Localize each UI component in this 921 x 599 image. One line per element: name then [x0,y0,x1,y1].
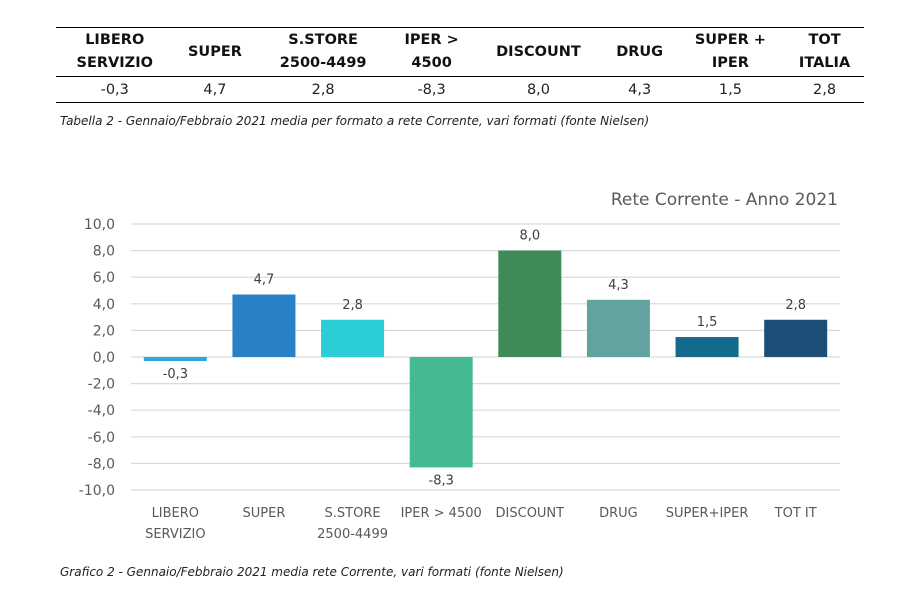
y-tick-label: 4,0 [93,297,115,313]
x-tick-label: LIBERO [152,506,199,521]
x-axis: LIBERO SERVIZIO SUPER S.STORE 2500-4499 IPER … [145,506,817,542]
table-cell: 4,3 [603,76,676,103]
format-table: LIBERO SERVIZIO SUPER S.STORE 2500-4499 IPER … [56,27,864,103]
chart-caption: Grafico 2 - Gennaio/Febbraio 2021 media … [60,565,564,579]
y-tick-label: -10,0 [79,483,115,499]
table-header-line: TOT [808,32,841,48]
table-row: -0,3 4,7 2,8 -8,3 8,0 4,3 1,5 2,8 [56,76,864,103]
data-label: 2,8 [785,298,806,313]
table-cell: 8,0 [473,76,604,103]
table-header-cell: IPER > 4500 [389,27,474,77]
chart-title: Rete Corrente - Anno 2021 [611,190,838,210]
data-label: 2,8 [342,298,363,313]
bar [675,337,739,357]
table-header-cell: SUPER + IPER [675,27,786,77]
table-header-line: DRUG [616,43,664,60]
y-tick-label: -2,0 [88,377,115,393]
data-label: -8,3 [429,473,454,488]
table-cell: 2,8 [785,76,864,103]
y-tick-label: 10,0 [84,217,115,233]
bar [498,250,562,357]
table-cell: 1,5 [675,76,786,103]
data-label: 1,5 [697,315,718,330]
y-tick-label: -6,0 [88,430,115,446]
y-tick-label: 6,0 [93,270,115,286]
y-tick-label: -8,0 [88,456,115,472]
x-tick-label: 2500-4499 [317,527,388,542]
bar [232,294,296,357]
y-tick-label: 8,0 [93,244,115,260]
data-label: 8,0 [519,229,540,244]
bar [586,299,650,357]
x-tick-label: SERVIZIO [145,527,206,542]
table-header-cell: S.STORE 2500-4499 [256,27,390,77]
data-labels: -0,3 4,7 2,8 -8,3 8,0 4,3 1,5 2,8 [163,229,806,489]
table-header-line: LIBERO [85,32,145,48]
y-axis: 10,0 8,0 6,0 4,0 2,0 0,0 -2,0 -4,0 -6,0 -8,0 -10,0 [79,217,115,499]
table-header-line: 4500 [411,55,452,71]
bars [143,250,828,468]
bar [143,357,207,361]
table-header-cell: LIBERO SERVIZIO [56,27,174,77]
table-header-line: DISCOUNT [496,43,581,60]
bar [409,357,473,468]
data-label: 4,7 [254,272,275,287]
table-cell: -0,3 [56,76,174,103]
table-header-line: 2500-4499 [279,55,367,71]
table-header-line: SUPER + [694,32,766,48]
y-tick-label: -4,0 [88,403,115,419]
x-tick-label: DISCOUNT [496,506,565,521]
data-label: -0,3 [163,367,188,382]
table-header-line: IPER > [404,32,459,48]
table-header-line: SERVIZIO [76,55,153,71]
table-cell: -8,3 [389,76,474,103]
x-tick-label: SUPER+IPER [666,506,749,521]
table-header-cell: SUPER [173,27,257,77]
x-tick-label: SUPER [243,506,286,521]
x-tick-label: IPER > 4500 [401,506,482,521]
table-header-line: SUPER [187,43,242,60]
table-header-cell: DISCOUNT [473,27,604,77]
table-header-cell: DRUG [603,27,676,77]
table-cell: 2,8 [256,76,390,103]
table-header-line: ITALIA [798,55,851,71]
table-caption: Tabella 2 - Gennaio/Febbraio 2021 media … [60,114,650,128]
x-tick-label: DRUG [599,506,638,521]
y-tick-label: 0,0 [93,350,115,366]
bar [321,319,385,357]
table-header-line: IPER [711,55,749,71]
table-header-row: LIBERO SERVIZIO SUPER S.STORE 2500-4499 IPER … [56,27,864,77]
x-tick-label: TOT IT [774,506,817,521]
data-label: 4,3 [608,278,629,293]
bar [764,319,828,357]
table-cell: 4,7 [173,76,257,103]
table-header-cell: TOT ITALIA [785,27,864,77]
table-header-line: S.STORE [288,32,358,48]
x-tick-label: S.STORE [325,506,381,521]
y-tick-label: 2,0 [93,323,115,339]
